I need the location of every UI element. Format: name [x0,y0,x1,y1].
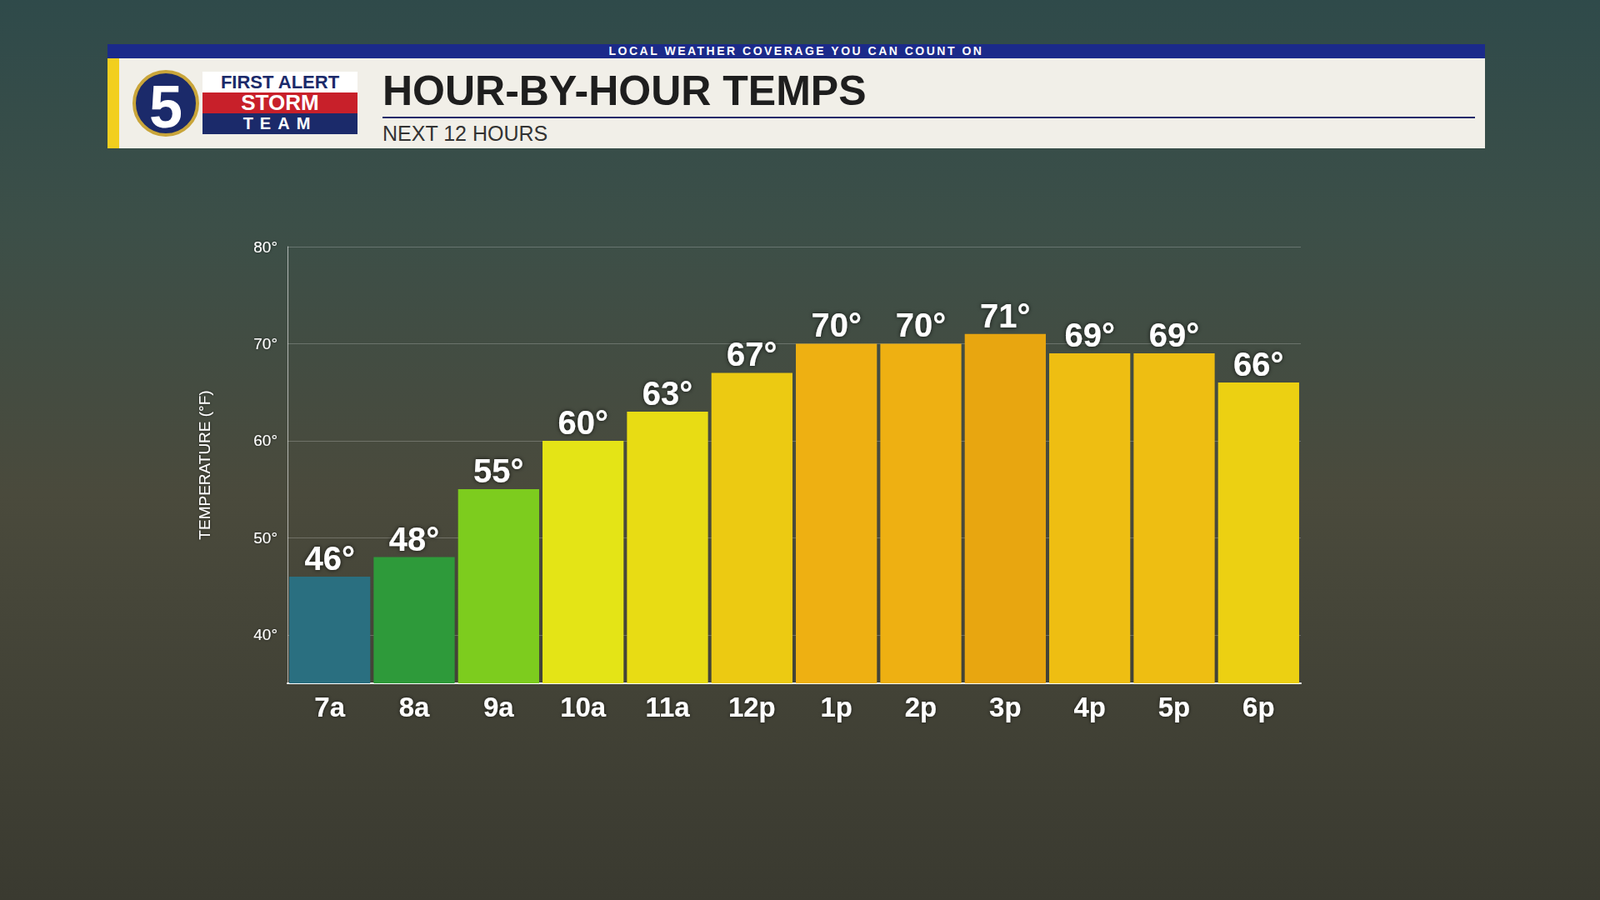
svg-text:3p: 3p [989,691,1022,723]
html-text:STORM: STORM [241,90,319,115]
svg-text:60°: 60° [557,404,609,441]
svg-text:40°: 40° [253,625,278,644]
html-text:5: 5 [149,73,183,140]
svg-text:1p: 1p [820,691,853,723]
svg-text:70°: 70° [810,306,862,344]
html-text:LOCAL WEATHER COVERAGE YOU CAN: LOCAL WEATHER COVERAGE YOU CAN COUNT ON [608,44,984,58]
svg-text:69°: 69° [1149,316,1200,354]
html-text:HOUR-BY-HOUR TEMPS: HOUR-BY-HOUR TEMPS [382,67,867,115]
svg-text:7a: 7a [314,691,345,723]
svg-text:11a: 11a [645,691,690,723]
svg-text:8a: 8a [399,691,430,723]
html-text:TEAM: TEAM [243,114,317,133]
svg-text:5p: 5p [1158,691,1191,723]
svg-text:69°: 69° [1064,316,1115,354]
html-text:NEXT 12 HOURS: NEXT 12 HOURS [382,121,548,145]
svg-text:50°: 50° [253,529,278,547]
svg-text:4p: 4p [1073,691,1106,723]
svg-text:12p: 12p [728,691,776,723]
svg-text:71°: 71° [980,297,1031,335]
svg-text:60°: 60° [253,431,278,450]
svg-text:67°: 67° [726,335,778,373]
svg-text:9a: 9a [483,691,515,723]
svg-text:80°: 80° [253,238,278,256]
svg-text:63°: 63° [642,375,694,412]
svg-text:10a: 10a [560,691,607,723]
svg-text:70°: 70° [253,335,278,353]
svg-text:46°: 46° [304,540,355,577]
svg-text:6p: 6p [1242,691,1275,723]
svg-text:70°: 70° [895,306,947,344]
svg-text:TEMPERATURE (°F): TEMPERATURE (°F) [195,390,214,540]
svg-text:2p: 2p [905,691,938,723]
html-text:FIRST ALERT: FIRST ALERT [220,71,340,93]
svg-text:48°: 48° [389,520,440,558]
svg-text:55°: 55° [473,452,525,490]
svg-text:66°: 66° [1233,345,1285,383]
